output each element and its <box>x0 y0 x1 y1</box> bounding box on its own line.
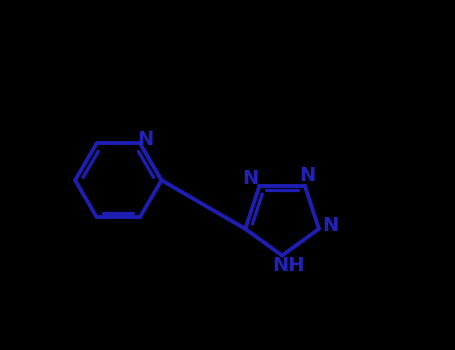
Text: N: N <box>322 216 339 235</box>
Text: N: N <box>299 166 315 185</box>
Text: N: N <box>138 130 154 149</box>
Text: N: N <box>242 169 258 188</box>
Text: NH: NH <box>273 256 305 275</box>
